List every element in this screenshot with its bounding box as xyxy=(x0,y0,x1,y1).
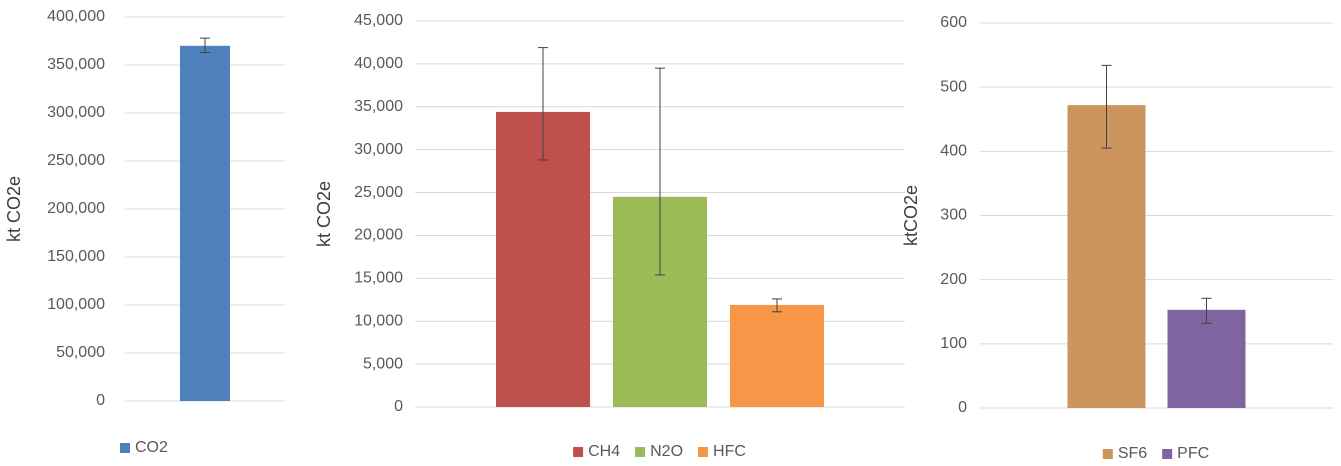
legend-swatch xyxy=(1162,449,1173,459)
y-tick-label: 0 xyxy=(96,392,105,409)
error-bar xyxy=(1201,297,1212,324)
y-tick-label: 300 xyxy=(940,207,967,224)
y-tick-label: 10,000 xyxy=(354,312,403,329)
y-tick-label: 20,000 xyxy=(354,227,403,244)
legend-label: CO2 xyxy=(135,439,168,456)
legend-swatch xyxy=(635,447,646,457)
y-tick-label: 350,000 xyxy=(47,56,105,73)
y-tick-label: 200,000 xyxy=(47,200,105,217)
y-tick-label: 600 xyxy=(940,14,967,31)
bar xyxy=(180,45,230,402)
legend-label: N2O xyxy=(650,443,683,460)
y-tick-label: 500 xyxy=(940,78,967,95)
y-tick-label: 400 xyxy=(940,143,967,160)
y-tick-label: 0 xyxy=(394,398,403,415)
y-axis-label: kt CO2e xyxy=(4,176,24,242)
y-tick-label: 200 xyxy=(940,271,967,288)
bar xyxy=(1067,105,1146,408)
y-tick-label: 250,000 xyxy=(47,152,105,169)
error-bar xyxy=(1101,64,1112,149)
bar xyxy=(496,111,590,408)
y-tick-label: 40,000 xyxy=(354,55,403,72)
error-bar xyxy=(200,37,210,54)
bar xyxy=(1167,309,1246,408)
y-tick-label: 300,000 xyxy=(47,104,105,121)
y-tick-label: 150,000 xyxy=(47,248,105,265)
legend-label: CH4 xyxy=(588,443,620,460)
y-tick-label: 5,000 xyxy=(363,355,403,372)
legend-swatch xyxy=(698,447,709,457)
y-tick-label: 400,000 xyxy=(47,8,105,25)
y-axis-label: kt CO2e xyxy=(314,181,334,247)
y-tick-label: 100,000 xyxy=(47,296,105,313)
bar xyxy=(730,304,824,407)
y-tick-label: 25,000 xyxy=(354,184,403,201)
error-bar xyxy=(655,67,665,276)
legend-swatch xyxy=(573,447,584,457)
legend-swatch xyxy=(1102,449,1113,459)
y-tick-label: 0 xyxy=(958,399,967,416)
y-tick-label: 15,000 xyxy=(354,270,403,287)
error-bar xyxy=(538,47,548,161)
error-bar xyxy=(772,298,782,313)
y-tick-label: 35,000 xyxy=(354,98,403,115)
legend-label: HFC xyxy=(713,443,746,460)
y-tick-label: 50,000 xyxy=(56,344,105,361)
y-tick-label: 45,000 xyxy=(354,12,403,29)
y-tick-label: 100 xyxy=(940,335,967,352)
y-axis-label: ktCO2e xyxy=(901,185,921,246)
y-tick-label: 30,000 xyxy=(354,141,403,158)
legend-label: PFC xyxy=(1177,445,1209,462)
legend-label: SF6 xyxy=(1118,445,1147,462)
legend-swatch xyxy=(120,443,130,453)
